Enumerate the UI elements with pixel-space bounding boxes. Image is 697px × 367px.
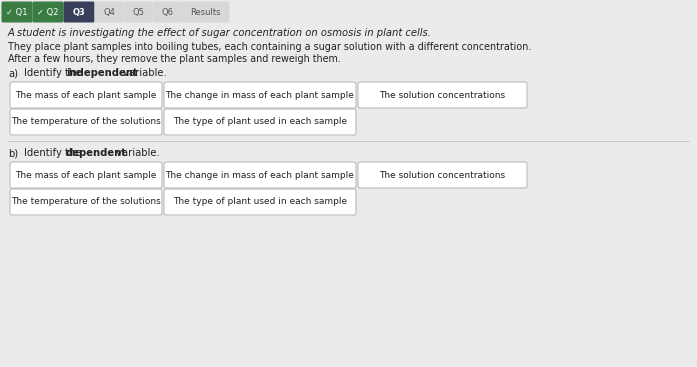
Text: Identify the: Identify the: [24, 68, 84, 78]
Text: The temperature of the solutions: The temperature of the solutions: [11, 117, 161, 127]
FancyBboxPatch shape: [95, 1, 123, 22]
FancyBboxPatch shape: [164, 109, 356, 135]
Text: ✓ Q2: ✓ Q2: [37, 8, 59, 17]
FancyBboxPatch shape: [63, 1, 95, 22]
FancyBboxPatch shape: [10, 109, 162, 135]
Text: The type of plant used in each sample: The type of plant used in each sample: [173, 117, 347, 127]
Text: The temperature of the solutions: The temperature of the solutions: [11, 197, 161, 207]
Text: variable.: variable.: [113, 148, 160, 158]
Text: Q6: Q6: [161, 8, 173, 17]
FancyBboxPatch shape: [181, 1, 229, 22]
Text: Q5: Q5: [132, 8, 144, 17]
Text: A student is investigating the effect of sugar concentration on osmosis in plant: A student is investigating the effect of…: [8, 28, 432, 38]
FancyBboxPatch shape: [10, 189, 162, 215]
Text: After a few hours, they remove the plant samples and reweigh them.: After a few hours, they remove the plant…: [8, 54, 341, 64]
FancyBboxPatch shape: [33, 1, 63, 22]
FancyBboxPatch shape: [358, 162, 527, 188]
Text: a): a): [8, 68, 18, 78]
Text: The solution concentrations: The solution concentrations: [379, 91, 505, 99]
Text: Results: Results: [190, 8, 221, 17]
Text: Q3: Q3: [72, 8, 85, 17]
Text: dependent: dependent: [66, 148, 127, 158]
Text: Identify the: Identify the: [24, 148, 84, 158]
FancyBboxPatch shape: [358, 82, 527, 108]
FancyBboxPatch shape: [10, 82, 162, 108]
Text: The mass of each plant sample: The mass of each plant sample: [15, 91, 157, 99]
FancyBboxPatch shape: [1, 1, 33, 22]
Text: ✓ Q1: ✓ Q1: [6, 8, 28, 17]
FancyBboxPatch shape: [164, 82, 356, 108]
FancyBboxPatch shape: [153, 1, 181, 22]
Text: The mass of each plant sample: The mass of each plant sample: [15, 171, 157, 179]
FancyBboxPatch shape: [10, 162, 162, 188]
Text: independent: independent: [66, 68, 137, 78]
Text: The change in mass of each plant sample: The change in mass of each plant sample: [166, 91, 355, 99]
FancyBboxPatch shape: [123, 1, 153, 22]
Text: The type of plant used in each sample: The type of plant used in each sample: [173, 197, 347, 207]
Text: variable.: variable.: [120, 68, 167, 78]
Text: They place plant samples into boiling tubes, each containing a sugar solution wi: They place plant samples into boiling tu…: [8, 42, 531, 52]
FancyBboxPatch shape: [164, 189, 356, 215]
Text: Q4: Q4: [103, 8, 115, 17]
Text: The solution concentrations: The solution concentrations: [379, 171, 505, 179]
Text: b): b): [8, 148, 18, 158]
FancyBboxPatch shape: [164, 162, 356, 188]
Text: The change in mass of each plant sample: The change in mass of each plant sample: [166, 171, 355, 179]
